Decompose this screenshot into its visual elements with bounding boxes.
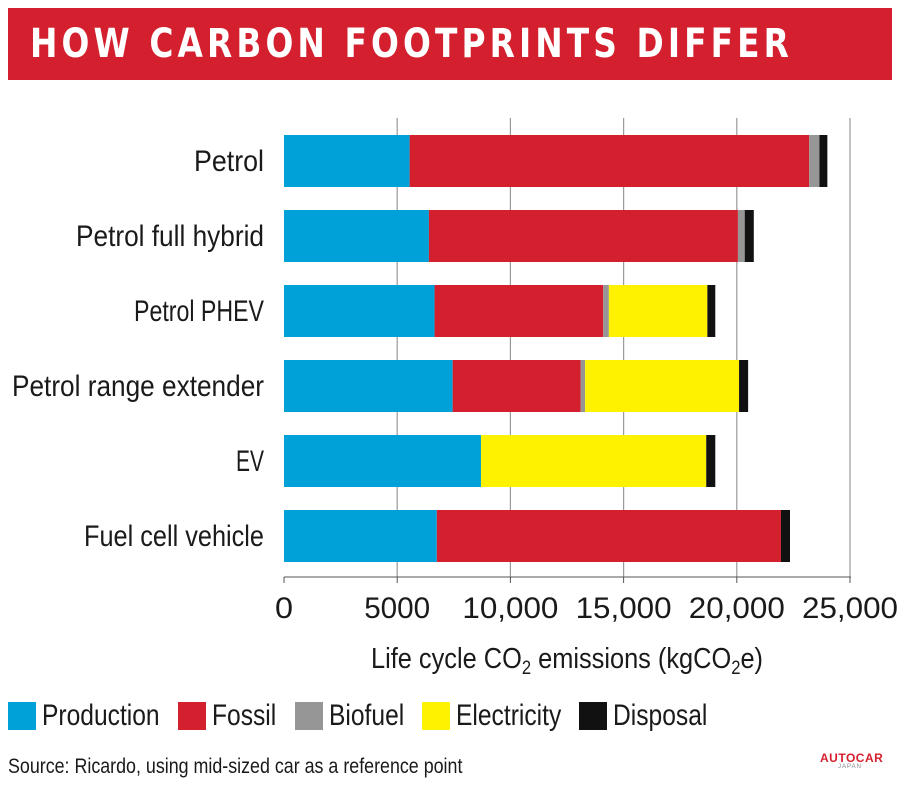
category-label: Petrol PHEV <box>134 295 264 328</box>
source-note: Source: Ricardo, using mid-sized car as … <box>8 755 463 778</box>
category-labels: Petrol Petrol full hybrid Petrol PHEV Petro… <box>12 145 264 553</box>
x-tick-label: 25,000 <box>802 592 898 625</box>
bar-segment-disposal <box>819 135 828 187</box>
legend-swatch <box>8 702 36 730</box>
x-tick-label: 20,000 <box>689 592 785 625</box>
stacked-bar-chart: 0 5000 10,000 15,000 20,000 25,000 Life cycle … <box>12 118 898 679</box>
bar-segment-disposal <box>744 210 754 262</box>
bar-segment-fossil <box>452 360 581 412</box>
bar-segment-fossil <box>436 510 781 562</box>
bar-segment-electricity <box>608 285 708 337</box>
bar-segment-disposal <box>739 360 749 412</box>
axes: 0 5000 10,000 15,000 20,000 25,000 Life cycle … <box>275 576 898 679</box>
bar-segment-biofuel <box>809 135 820 187</box>
bar-segment-production <box>284 210 429 262</box>
bar-segment-electricity <box>585 360 740 412</box>
category-label: Petrol <box>194 145 264 178</box>
legend-item-fossil: Fossil <box>178 699 277 733</box>
legend-item-disposal: Disposal <box>579 699 708 733</box>
legend-swatch <box>421 702 450 730</box>
bar-segment-disposal <box>780 510 791 562</box>
category-label: Fuel cell vehicle <box>84 520 264 553</box>
logo-main-text: AUTOCAR <box>820 751 884 765</box>
bar-segment-fossil <box>428 210 738 262</box>
legend-label: Production <box>42 699 160 732</box>
chart-title: HOW CARBON FOOTPRINTS DIFFER <box>30 21 794 67</box>
x-axis-label: Life cycle CO2 emissions (kgCO2e) <box>371 643 763 679</box>
x-tick-label: 10,000 <box>462 592 558 625</box>
bars <box>284 135 828 562</box>
bar-segment-production <box>284 510 437 562</box>
bar-segment-fossil <box>409 135 810 187</box>
logo-sub-text: JAPAN <box>838 764 862 770</box>
bar-segment-disposal <box>706 435 716 487</box>
bar-segment-production <box>284 135 410 187</box>
x-tick-label: 5000 <box>364 592 430 625</box>
legend-label: Fossil <box>212 699 277 732</box>
bar-segment-electricity <box>480 435 707 487</box>
legend-item-production: Production <box>8 699 160 733</box>
legend-label: Biofuel <box>328 699 404 732</box>
autocar-logo: AUTOCAR JAPAN <box>820 751 884 770</box>
legend-swatch <box>579 702 608 730</box>
legend-label: Electricity <box>455 699 561 732</box>
legend-item-electricity: Electricity <box>421 699 562 733</box>
bar-segment-production <box>284 285 435 337</box>
legend-item-biofuel: Biofuel <box>294 699 404 733</box>
bar-segment-disposal <box>707 285 716 337</box>
category-label: EV <box>236 445 264 478</box>
bar-segment-production <box>284 360 453 412</box>
legend-label: Disposal <box>613 699 708 732</box>
category-label: Petrol full hybrid <box>76 220 264 253</box>
legend: Production Fossil Biofuel Electricity Dispos… <box>8 694 726 738</box>
legend-swatch <box>178 702 207 730</box>
legend-swatch <box>294 702 323 730</box>
bar-segment-production <box>284 435 481 487</box>
x-tick-label: 0 <box>275 592 293 625</box>
title-bar: HOW CARBON FOOTPRINTS DIFFER <box>8 8 892 80</box>
bar-segment-biofuel <box>737 210 745 262</box>
x-tick-label: 15,000 <box>576 592 672 625</box>
bar-segment-fossil <box>434 285 604 337</box>
bar-segment-biofuel <box>580 360 586 412</box>
category-label: Petrol range extender <box>12 370 264 403</box>
grid-lines <box>396 118 851 577</box>
bar-segment-biofuel <box>603 285 609 337</box>
